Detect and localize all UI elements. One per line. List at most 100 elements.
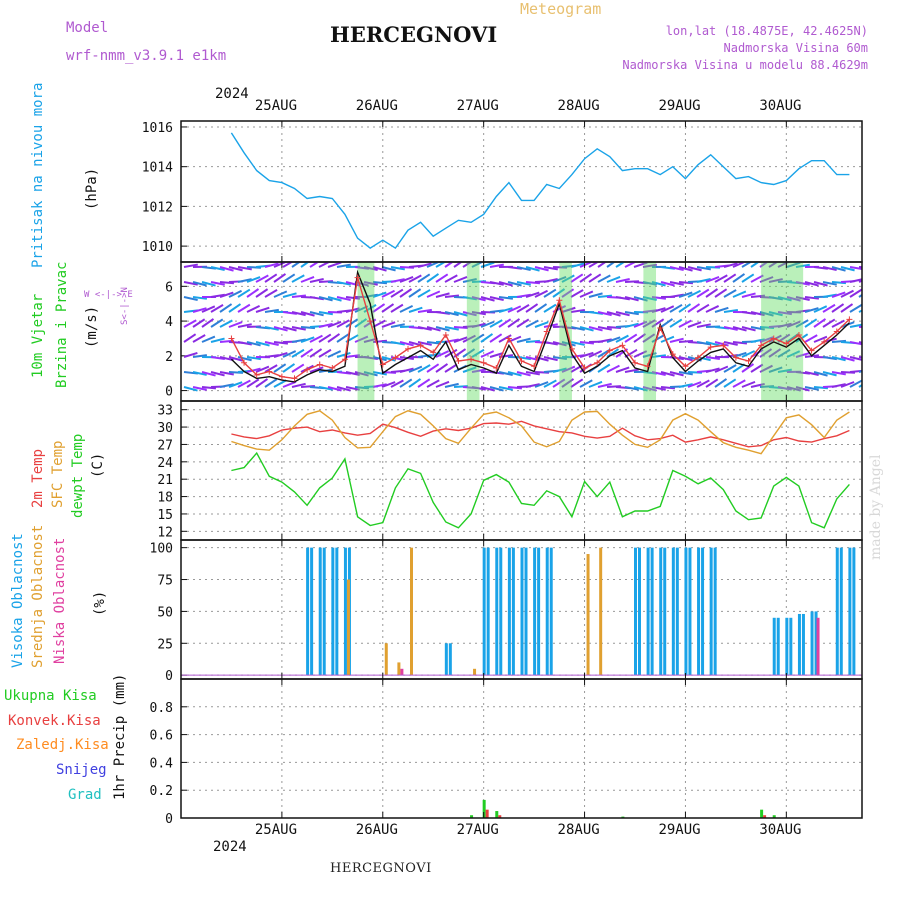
wind-barb <box>417 262 432 268</box>
wind-barb <box>282 273 296 283</box>
wind-gust-point <box>329 364 336 371</box>
wind-barb <box>597 363 611 373</box>
wind-gust-point <box>821 338 828 345</box>
precipitation-bar-0 <box>760 809 764 818</box>
wind-barb <box>264 326 279 331</box>
wind-barb <box>624 322 639 328</box>
wind-barb <box>669 318 683 328</box>
wind-barb <box>381 289 395 298</box>
wind-title-1: 10m Vjetar <box>30 294 46 378</box>
wind-gust-point <box>619 342 626 349</box>
wind-barb <box>633 320 648 328</box>
cloud-bar-0 <box>507 547 511 676</box>
wind-barb <box>390 303 404 313</box>
footer-station: HERCEGNOVI <box>330 861 432 876</box>
wind-barb <box>471 368 486 373</box>
wind-barb <box>687 303 701 313</box>
wind-barb <box>336 296 351 302</box>
wind-barb <box>579 341 595 345</box>
wind-barb <box>687 381 702 388</box>
wind-barb <box>822 281 837 286</box>
temperature-ytick: 18 <box>157 491 173 506</box>
wind-barb <box>714 341 729 347</box>
wind-barb <box>183 319 197 328</box>
wind-barb <box>372 319 386 328</box>
wind-gust-point <box>430 349 437 356</box>
wind-barb <box>606 262 616 268</box>
wind-barb <box>507 371 522 377</box>
wind-barb <box>822 293 837 298</box>
wind-barb <box>183 296 198 302</box>
wind-barb <box>480 320 495 328</box>
wind-gust-point <box>732 354 739 361</box>
wind-barb <box>255 365 270 373</box>
wind-barb <box>777 322 792 328</box>
wind-barb <box>561 306 576 313</box>
wind-gust-point <box>354 274 361 281</box>
wind-unit: (m/s) <box>84 306 100 348</box>
wind-barb <box>327 386 342 392</box>
wind-barb <box>471 262 485 268</box>
precip-frozen-label: Zaledj.Kisa <box>16 737 109 753</box>
wind-barb <box>813 386 829 390</box>
wind-barb <box>444 326 459 331</box>
wind-barb <box>246 367 261 373</box>
wind-gust-point <box>745 358 752 365</box>
wind-barb <box>291 311 306 317</box>
wind-barb <box>462 296 477 301</box>
wind-barb <box>606 364 620 373</box>
wind-barb <box>399 288 413 298</box>
date-label-25aug: 25AUG <box>254 98 298 114</box>
precipitation-ytick: 0.8 <box>150 701 173 716</box>
wind-gust-point <box>518 358 525 365</box>
wind-barb <box>705 288 719 298</box>
wind-barb <box>570 308 585 313</box>
wind-barb <box>525 291 540 298</box>
wind-barb <box>309 366 324 373</box>
wind-gust-point <box>531 363 538 370</box>
wind-gust-point <box>770 335 777 342</box>
wind-barb <box>327 262 342 268</box>
wind-barb <box>552 276 567 283</box>
wind-barb <box>759 364 773 373</box>
wind-barb <box>417 273 431 283</box>
wind-barb <box>345 386 360 391</box>
wind-barb <box>705 305 720 313</box>
wind-barb <box>390 288 404 298</box>
wind-green-band <box>357 262 375 401</box>
wind-barb <box>336 263 351 268</box>
wind-barb <box>525 383 540 388</box>
wind-barb <box>624 311 639 316</box>
pressure-unit: (hPa) <box>84 168 100 210</box>
wind-barb <box>615 262 626 268</box>
cloud-bar-0 <box>835 547 839 676</box>
cloud-bar-0 <box>671 547 675 676</box>
wind-barb <box>804 334 818 343</box>
year-label-top: 2024 <box>215 86 249 102</box>
wind-barb <box>426 341 442 345</box>
wind-barb <box>444 382 459 388</box>
wind-barb <box>246 341 261 347</box>
wind-barb <box>642 319 656 328</box>
wind-barb <box>318 322 333 328</box>
precipitation-ytick: 0.6 <box>150 729 173 744</box>
wind-gust-point <box>367 318 374 325</box>
wind-barb <box>606 326 622 330</box>
wind-barb <box>651 354 667 358</box>
wind-barb <box>282 326 297 332</box>
wind-barb <box>570 273 584 283</box>
wind-barb <box>768 278 783 283</box>
wind-barb <box>426 363 440 373</box>
wind-barb <box>246 356 261 361</box>
wind-barb <box>309 277 324 283</box>
wind-ytick: 0 <box>165 385 173 400</box>
wind-barb <box>813 371 828 377</box>
wind-gust-point <box>266 368 273 375</box>
cloud-bar-0 <box>848 547 852 676</box>
wind-barb <box>426 273 440 283</box>
wind-barb <box>255 306 270 313</box>
wind-barb <box>822 356 837 361</box>
precip-conv-label: Konvek.Kisa <box>8 713 101 729</box>
cloud-bar-extra <box>310 547 314 676</box>
wind-barb <box>444 262 455 268</box>
